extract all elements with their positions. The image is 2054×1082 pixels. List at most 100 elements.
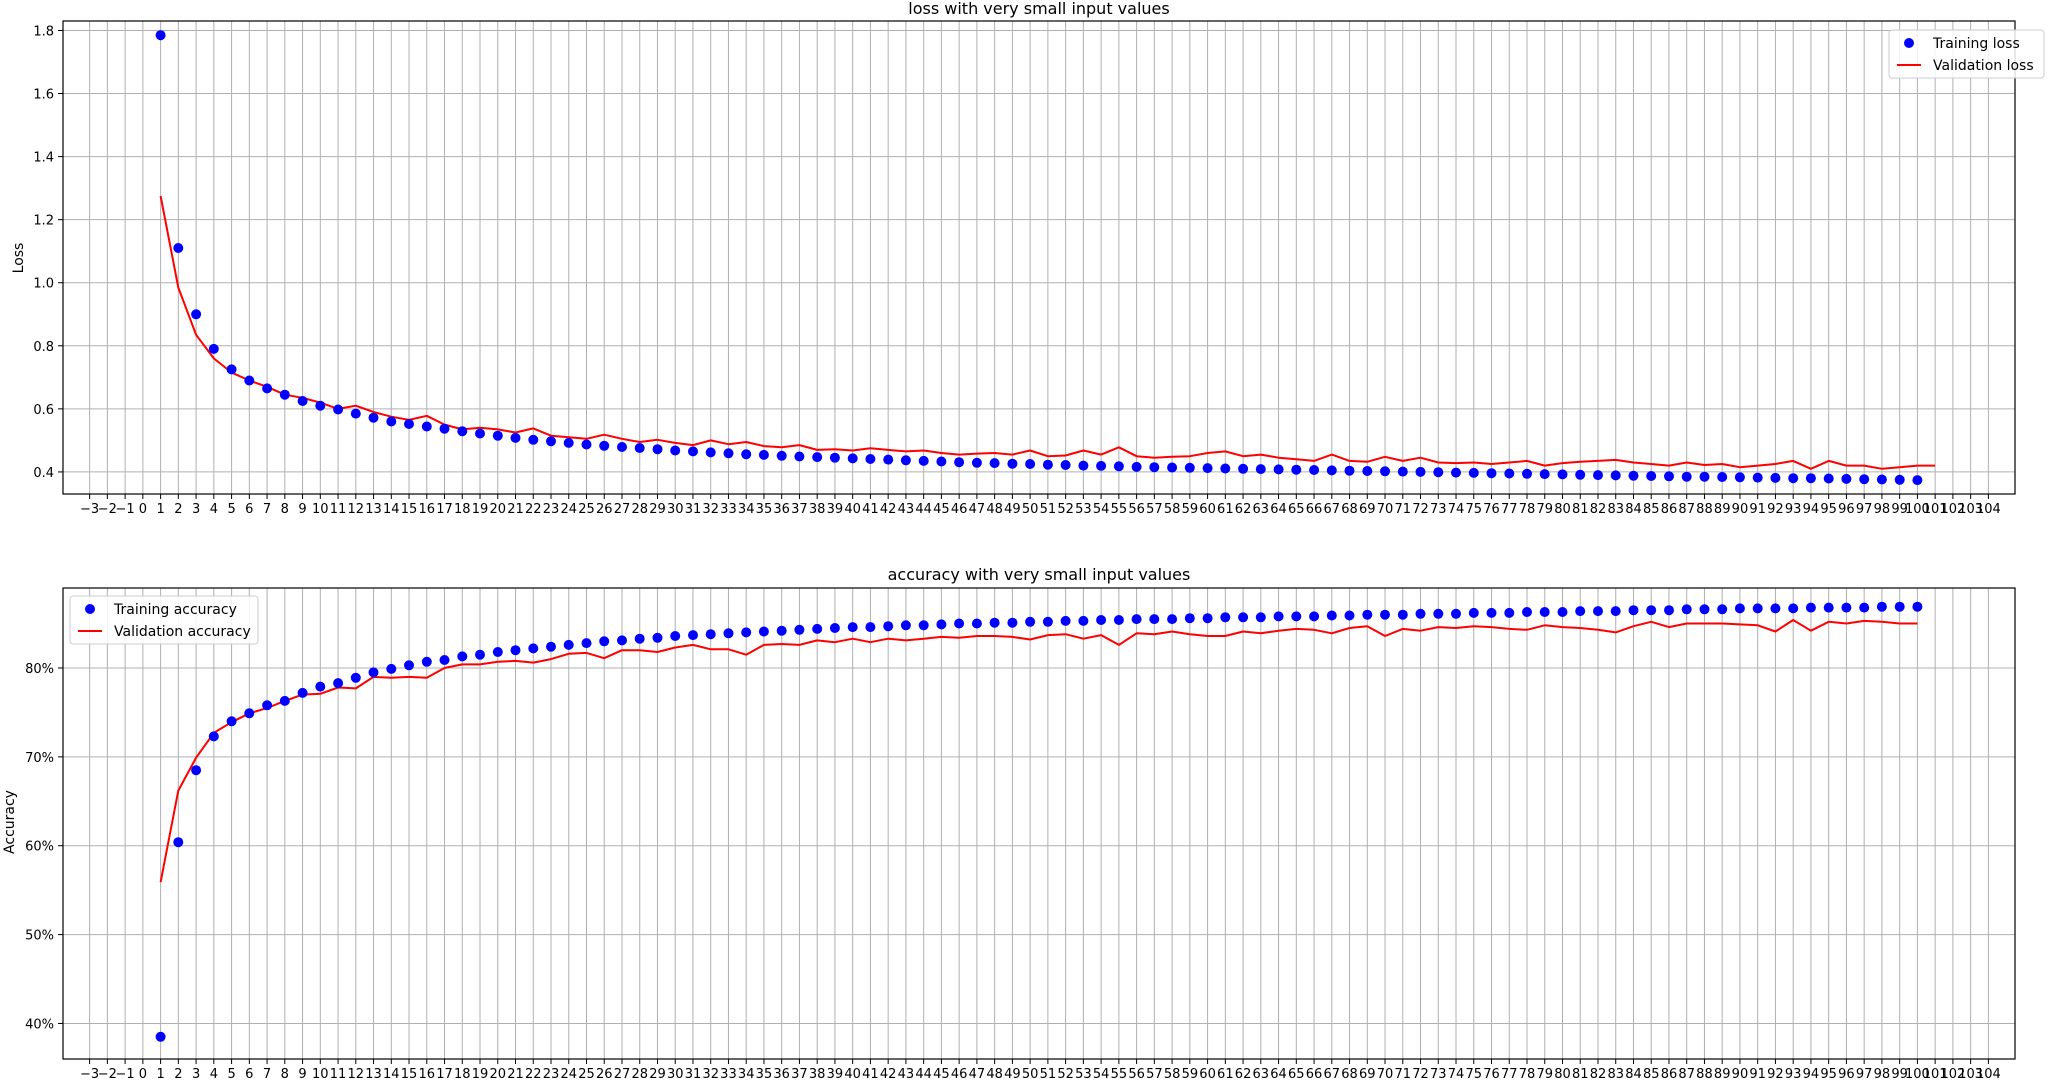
accuracy-x-tick-label: −2 — [98, 1067, 117, 1082]
loss-x-tick-label: 30 — [667, 502, 684, 517]
accuracy-x-tick-label: 52 — [1057, 1067, 1074, 1082]
training-loss-point — [812, 452, 823, 463]
training-accuracy-point — [1610, 606, 1621, 617]
training-loss-point — [563, 437, 574, 448]
training-loss-point — [1646, 471, 1657, 481]
loss-x-tick-label: 18 — [454, 502, 471, 517]
loss-x-tick-label: 72 — [1412, 502, 1429, 517]
loss-x-tick-label: 48 — [986, 502, 1003, 517]
training-accuracy-point — [634, 633, 645, 644]
training-accuracy-point — [776, 625, 787, 636]
loss-y-tick-label: 0.4 — [33, 466, 54, 481]
accuracy-x-tick-label: 30 — [667, 1067, 684, 1082]
training-accuracy-point — [1504, 607, 1515, 618]
training-loss-point — [1273, 464, 1284, 475]
training-accuracy-point — [599, 636, 610, 647]
accuracy-x-tick-label: 81 — [1572, 1067, 1589, 1082]
training-loss-point — [971, 457, 982, 468]
accuracy-x-tick-label: 65 — [1288, 1067, 1305, 1082]
training-accuracy-point — [1255, 612, 1266, 623]
accuracy-x-tick-label: 84 — [1625, 1067, 1642, 1082]
training-accuracy-point — [1699, 604, 1710, 615]
training-loss-point — [1859, 474, 1870, 485]
accuracy-x-tick-label: 74 — [1448, 1067, 1465, 1082]
loss-x-tick-label: 11 — [330, 502, 347, 517]
accuracy-x-tick-label: 20 — [489, 1067, 506, 1082]
loss-x-tick-label: 36 — [773, 502, 790, 517]
training-accuracy-point — [563, 639, 574, 650]
accuracy-panel: −3−2−1 0 1 2 3 4 5 6 7 8 9 10 11 12 13 14 15 16 17 18 19 20 21… — [2, 565, 2016, 1082]
training-loss-point — [1344, 465, 1355, 476]
accuracy-x-tick-label: 8 — [281, 1067, 289, 1082]
training-accuracy-point — [1841, 602, 1852, 613]
training-accuracy-point — [865, 622, 876, 633]
accuracy-legend-box — [69, 595, 259, 645]
accuracy-x-tick-label: 78 — [1519, 1067, 1536, 1082]
loss-x-tick-label: 35 — [756, 502, 773, 517]
loss-x-tick-label: 91 — [1749, 502, 1766, 517]
loss-x-tick-label: 80 — [1554, 502, 1571, 517]
accuracy-x-tick-label: 104 — [1976, 1067, 2001, 1082]
training-loss-point — [333, 404, 344, 415]
training-accuracy-point — [829, 623, 840, 633]
loss-x-tick-label: 2 — [174, 502, 182, 517]
accuracy-x-tick-label: 72 — [1412, 1067, 1429, 1082]
accuracy-x-tick-label: 80 — [1554, 1067, 1571, 1082]
training-accuracy-point — [368, 667, 379, 678]
training-accuracy-point — [244, 708, 255, 719]
loss-x-tick-label: 28 — [631, 502, 648, 517]
training-accuracy-point — [652, 632, 663, 643]
accuracy-x-tick-label: 5 — [227, 1067, 235, 1082]
accuracy-x-tick-label: 19 — [472, 1067, 489, 1082]
training-loss-point — [1255, 464, 1266, 475]
training-loss-point — [1681, 471, 1692, 482]
loss-y-tick-label: 1.4 — [33, 151, 54, 166]
loss-x-tick-label: 81 — [1572, 502, 1589, 517]
accuracy-y-ticks: 40% 50% 60% 70% 80% — [25, 662, 63, 1032]
loss-x-tick-label: 13 — [365, 502, 382, 517]
training-accuracy-point — [670, 631, 681, 641]
accuracy-x-ticks: −3−2−1 0 1 2 3 4 5 6 7 8 9 10 11 12 13 14 15 16 17 18 19 20 21… — [80, 1059, 2001, 1082]
accuracy-x-tick-label: 27 — [614, 1067, 631, 1082]
accuracy-x-tick-label: 28 — [631, 1067, 648, 1082]
accuracy-chart-title: accuracy with very small input values — [888, 565, 1191, 584]
training-loss-point — [1397, 466, 1408, 477]
accuracy-x-tick-label: 6 — [245, 1067, 253, 1082]
training-accuracy-point — [1273, 611, 1284, 622]
training-accuracy-point — [1628, 605, 1639, 616]
training-accuracy-point — [936, 619, 947, 630]
loss-x-tick-label: 78 — [1519, 502, 1536, 517]
loss-x-tick-label: 70 — [1377, 502, 1394, 517]
training-accuracy-point — [617, 635, 627, 646]
accuracy-x-tick-label: 41 — [862, 1067, 879, 1082]
training-loss-point — [1823, 473, 1834, 484]
accuracy-x-tick-label: 58 — [1164, 1067, 1181, 1082]
training-loss-point — [439, 423, 450, 434]
training-accuracy-point — [688, 630, 698, 641]
loss-x-tick-label: 27 — [614, 502, 631, 517]
training-accuracy-point — [1717, 604, 1728, 615]
training-accuracy-point — [386, 663, 397, 674]
training-loss-point — [670, 445, 681, 456]
accuracy-x-tick-label: 97 — [1856, 1067, 1873, 1082]
loss-x-tick-label: 102 — [1940, 502, 1965, 517]
accuracy-x-tick-label: 67 — [1324, 1067, 1341, 1082]
training-loss-point — [173, 243, 184, 253]
training-loss-point — [1415, 466, 1426, 477]
training-accuracy-point — [581, 638, 592, 649]
training-loss-point — [741, 449, 752, 460]
accuracy-x-tick-label: 86 — [1661, 1067, 1678, 1082]
loss-x-tick-label: 73 — [1430, 502, 1447, 517]
training-accuracy-point — [1291, 611, 1302, 622]
training-loss-point — [989, 458, 1000, 469]
loss-x-tick-label: 76 — [1483, 502, 1500, 517]
training-loss-point — [191, 309, 202, 320]
loss-x-tick-label: 67 — [1324, 502, 1341, 517]
training-loss-point — [1912, 475, 1923, 486]
loss-x-tick-label: 4 — [210, 502, 218, 517]
loss-x-tick-label: 60 — [1199, 502, 1216, 517]
training-loss-point — [617, 442, 627, 452]
training-loss-point — [1734, 472, 1745, 483]
training-loss-point — [262, 383, 273, 394]
